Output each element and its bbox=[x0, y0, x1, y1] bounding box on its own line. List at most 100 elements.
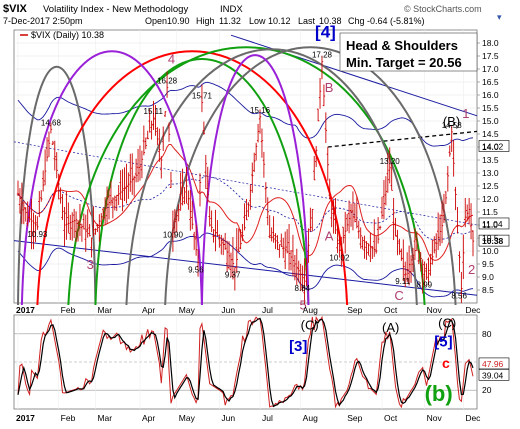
high-value: 11.32 bbox=[219, 16, 241, 26]
value-tag-box bbox=[478, 140, 510, 152]
month-label: May bbox=[179, 305, 196, 315]
month-label: Jun bbox=[221, 413, 235, 423]
last-value: 10.38 bbox=[319, 16, 342, 26]
oscillator-signal-line bbox=[17, 315, 474, 409]
month-label: Nov bbox=[427, 413, 443, 423]
open-value: 10.90 bbox=[167, 16, 190, 26]
annotation-line-1: Head & Shoulders bbox=[346, 38, 458, 53]
oscillator-value-tag: 39.04 bbox=[482, 370, 504, 380]
month-label: Sep bbox=[347, 413, 362, 423]
dropdown-arrow-icon[interactable]: ▾ bbox=[497, 12, 502, 22]
index-name: Volatility Index - New Methodology bbox=[43, 4, 188, 15]
oscillator-lines bbox=[17, 315, 474, 409]
annotation-frame bbox=[339, 32, 478, 72]
date-time: 7-Dec-2017 2:50pm bbox=[3, 16, 83, 26]
price-tick-label: 9.5 bbox=[482, 259, 494, 269]
month-label: Mar bbox=[97, 305, 112, 315]
oscillator-tag-box bbox=[478, 357, 510, 370]
wave-label: 1 bbox=[462, 106, 469, 121]
chart-header: $VIX Volatility Index - New Methodology … bbox=[3, 3, 502, 26]
month-label: Jul bbox=[262, 413, 273, 423]
wave-labels: 3 4 [4] B A 5 C (B)1 2 bbox=[87, 23, 476, 313]
moving-average-long bbox=[17, 175, 474, 241]
oscillator-wave-label: (C) bbox=[438, 316, 456, 331]
oscillator-wave-label: [3] bbox=[289, 338, 307, 355]
high-label: High bbox=[196, 16, 215, 26]
wave-label: 2 bbox=[468, 262, 475, 277]
price-tick-label: 14.0 bbox=[482, 142, 499, 152]
price-tick-label: 11.5 bbox=[482, 207, 498, 217]
cycle-arc-gray bbox=[17, 66, 97, 306]
month-label: Dec bbox=[465, 413, 481, 423]
price-label: 8.99 bbox=[417, 280, 433, 289]
price-tick-label: 15.0 bbox=[482, 116, 499, 126]
month-label: Aug bbox=[303, 305, 318, 315]
legend: $VIX (Daily) 10.38 bbox=[20, 30, 104, 40]
month-axis-oscillator: 2017 Feb Mar Apr May Jun Jul Aug Sep Oct Nov Dec bbox=[16, 413, 481, 423]
upper-band bbox=[17, 81, 474, 147]
wave-label: B bbox=[325, 80, 334, 95]
month-label: 2017 bbox=[16, 413, 35, 423]
price-tick-label: 10.5 bbox=[482, 233, 499, 243]
price-tick-label: 16.0 bbox=[482, 90, 499, 100]
wave-label: [4] bbox=[315, 23, 336, 42]
price-label: 16.28 bbox=[157, 77, 178, 86]
price-label: 8.84 bbox=[295, 284, 311, 293]
price-tick-label: 9.0 bbox=[482, 272, 494, 282]
oscillator-wave-label: (A) bbox=[382, 320, 399, 335]
month-label: Oct bbox=[384, 413, 398, 423]
price-tick-label: 10.0 bbox=[482, 246, 499, 256]
price-axis: 8.5 9.0 9.5 10.0 10.5 11.0 11.5 12.0 12.5 13.0 13.… bbox=[477, 38, 499, 295]
oscillator-wave-label: c bbox=[442, 355, 450, 371]
price-overlays bbox=[13, 34, 478, 306]
oscillator-tick-label: 80 bbox=[482, 329, 492, 339]
price-label: 17.28 bbox=[312, 51, 333, 60]
wave-label: 4 bbox=[168, 52, 175, 67]
price-label: 13.20 bbox=[380, 157, 401, 166]
price-label: 15.11 bbox=[144, 107, 164, 116]
oscillator-wave-label: (C) bbox=[301, 317, 319, 332]
exchange-label: INDX bbox=[220, 4, 243, 15]
price-tick-label: 12.5 bbox=[482, 181, 499, 191]
month-label: Apr bbox=[142, 413, 155, 423]
value-tag-box bbox=[478, 234, 510, 247]
cycle-arc-red bbox=[36, 50, 349, 306]
wave-label: C bbox=[394, 288, 403, 303]
price-tick-label: 12.0 bbox=[482, 194, 499, 204]
value-tag: 14.02 bbox=[482, 141, 504, 151]
wave-label: (B) bbox=[443, 114, 460, 129]
wave-label: A bbox=[325, 228, 334, 243]
price-tick-label: 15.5 bbox=[482, 103, 499, 113]
price-tick-label: 17.5 bbox=[482, 51, 499, 61]
chg-label: Chg bbox=[348, 16, 365, 26]
price-tick-label: 16.5 bbox=[482, 77, 499, 87]
chg-value: -0.64 (-5.81%) bbox=[367, 16, 425, 26]
cycle-arc-purple bbox=[20, 50, 203, 306]
wave-label: 3 bbox=[87, 257, 94, 272]
price-label: 9.56 bbox=[188, 265, 204, 274]
month-label: May bbox=[179, 413, 196, 423]
oscillator-main-line bbox=[17, 317, 474, 408]
symbol-label: $VIX bbox=[3, 3, 28, 15]
price-label: 15.71 bbox=[192, 92, 213, 101]
cycle-arc-gray bbox=[125, 48, 418, 306]
low-value: 10.12 bbox=[268, 16, 291, 26]
watermark: © StockCharts.com bbox=[404, 4, 482, 14]
cycle-arc-green bbox=[67, 46, 426, 306]
month-label: Oct bbox=[384, 305, 398, 315]
oscillator-wave-label: (b) bbox=[425, 381, 453, 406]
price-label: 9.37 bbox=[225, 270, 241, 279]
cycle-arc-green bbox=[94, 58, 310, 306]
oscillator-value-tag: 47.96 bbox=[482, 359, 504, 369]
annotation-box: Head & Shoulders Min. Target = 20.56 bbox=[339, 32, 478, 72]
price-label: 8.56 bbox=[451, 291, 467, 300]
price-bars bbox=[16, 55, 475, 305]
oscillator-wave-labels: (C) (A) (C) [3] [5] c (b) bbox=[289, 316, 456, 406]
month-label: Feb bbox=[61, 305, 76, 315]
legend-label: $VIX (Daily) 10.38 bbox=[31, 30, 104, 40]
month-label: Mar bbox=[97, 413, 112, 423]
month-label: Aug bbox=[303, 413, 318, 423]
price-label: 10.02 bbox=[329, 253, 350, 262]
